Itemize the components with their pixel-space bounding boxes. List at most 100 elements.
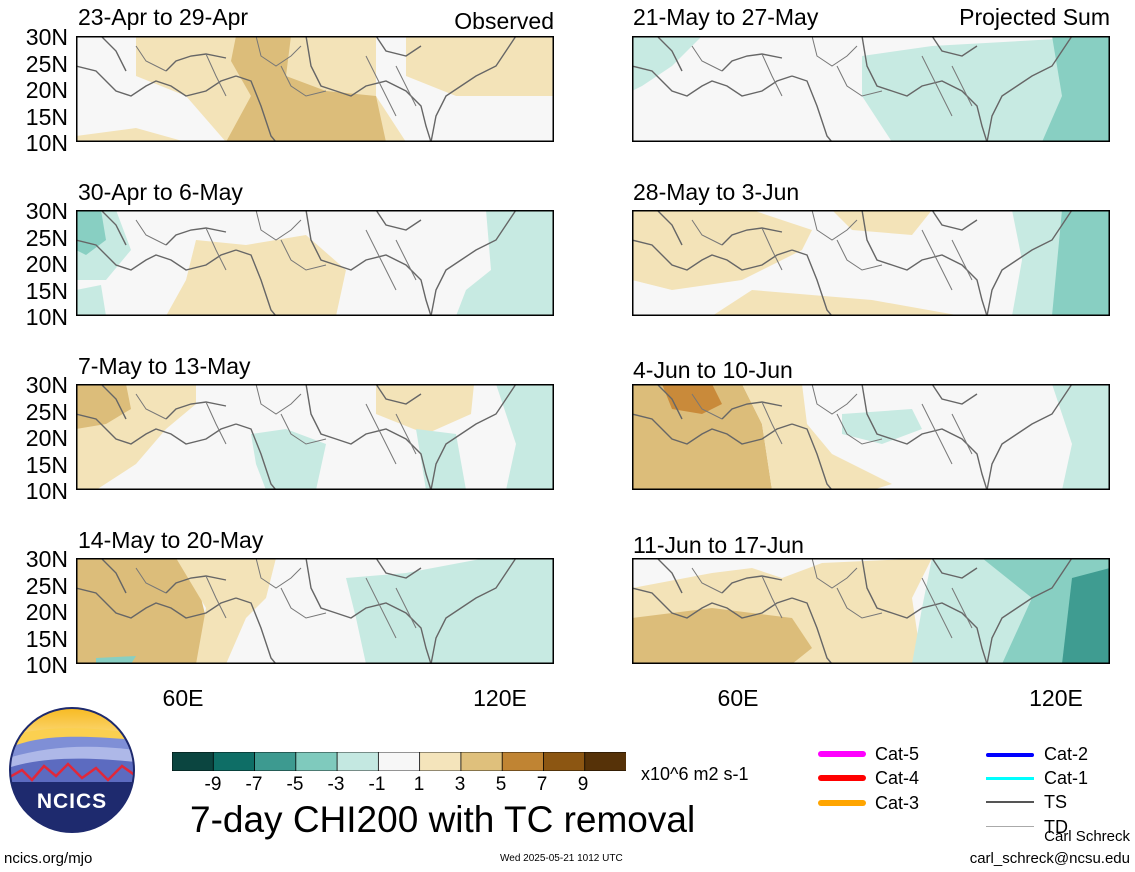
country-border <box>836 413 883 445</box>
map-svg <box>632 558 1110 664</box>
colorbar-label: -7 <box>245 774 263 795</box>
legend-label-cat2: Cat-2 <box>1044 744 1089 764</box>
panel-title-1: 23-Apr to 29-Apr <box>78 4 249 30</box>
anomaly-region <box>76 210 106 255</box>
coastline <box>305 210 432 316</box>
y-tick-label: 25N <box>25 51 68 77</box>
country-border <box>951 65 973 107</box>
coastline <box>165 53 227 72</box>
y-tick-label: 25N <box>25 399 68 425</box>
x-tick-label-120e-left: 120E <box>473 685 527 711</box>
anomaly-region <box>496 384 554 490</box>
country-border <box>691 45 723 72</box>
anomaly-region <box>226 36 386 142</box>
country-border <box>811 384 858 415</box>
anomaly-region <box>632 384 772 490</box>
country-border <box>205 575 227 619</box>
coastline <box>656 558 683 594</box>
colorbar-label: 3 <box>454 774 466 795</box>
y-tick-label: 20N <box>25 599 68 625</box>
coastline <box>305 384 432 490</box>
country-border <box>761 53 783 97</box>
colorbar-swatch <box>460 751 504 772</box>
coastline <box>986 210 1073 316</box>
y-tick-label: 20N <box>25 425 68 451</box>
colorbar-label: 7 <box>536 774 548 795</box>
coastline <box>430 384 517 490</box>
map-frame <box>76 558 554 664</box>
y-tick-label: 30N <box>25 198 68 224</box>
country-border <box>365 577 397 639</box>
anomaly-region <box>742 384 892 490</box>
coastline <box>931 384 978 405</box>
map-svg <box>632 36 1110 142</box>
map-svg <box>632 384 1110 490</box>
panel-title-2: 30-Apr to 6-May <box>78 179 243 205</box>
country-border <box>921 229 953 291</box>
coastline <box>76 239 237 271</box>
panel-title-3: 7-May to 13-May <box>78 353 251 379</box>
anomaly-region <box>1052 384 1110 490</box>
map-frame <box>632 36 1110 142</box>
country-border <box>761 401 783 445</box>
footer-author: Carl Schreck <box>1044 828 1130 845</box>
country-border <box>255 558 302 589</box>
coastline <box>656 384 683 420</box>
country-border <box>836 65 883 97</box>
coastline <box>721 401 783 420</box>
anomaly-region <box>662 384 722 414</box>
legend-label-cat1: Cat-1 <box>1044 768 1089 788</box>
coastline <box>931 210 978 231</box>
country-border <box>691 219 723 246</box>
country-border <box>811 210 858 241</box>
y-tick-label: 25N <box>25 225 68 251</box>
coastline <box>986 384 1073 490</box>
country-border <box>921 55 953 117</box>
country-border <box>255 36 302 67</box>
legend-label-cat4: Cat-4 <box>875 768 920 788</box>
coastline <box>100 210 127 246</box>
country-border <box>205 53 227 97</box>
country-border <box>921 577 953 639</box>
coastline <box>76 587 237 619</box>
coastline <box>430 558 517 664</box>
y-tick-label: 20N <box>25 77 68 103</box>
coastline <box>632 65 793 97</box>
coastline <box>986 558 1073 664</box>
y-tick-label: 25N <box>25 573 68 599</box>
country-border <box>255 210 302 241</box>
country-border <box>921 403 953 465</box>
anomaly-region <box>862 36 1110 142</box>
map-panel-6 <box>632 210 1110 316</box>
coastline <box>721 575 783 594</box>
footer-url: ncics.org/mjo <box>4 850 93 867</box>
ncics-logo: NCICS <box>8 706 136 834</box>
coastline <box>721 227 783 246</box>
coastline <box>430 36 517 142</box>
country-border <box>395 413 417 455</box>
coastline <box>632 239 793 271</box>
colorbar-label: 1 <box>413 774 425 795</box>
colorbar-swatch <box>419 751 462 772</box>
panel-title-6: 28-May to 3-Jun <box>633 179 800 205</box>
colorbar-swatch <box>377 751 421 772</box>
country-border <box>395 239 417 281</box>
country-border <box>836 239 883 271</box>
colorbar-swatch <box>501 751 545 772</box>
coastline <box>305 36 432 142</box>
coastline <box>656 36 683 72</box>
country-border <box>951 587 973 629</box>
coastline <box>721 53 783 72</box>
country-border <box>395 65 417 107</box>
panel-title-4: 14-May to 20-May <box>78 527 264 553</box>
anomaly-region <box>632 210 812 290</box>
x-tick-label-120e-right: 120E <box>1029 685 1083 711</box>
map-panel-2 <box>76 210 554 316</box>
y-tick-label: 10N <box>25 652 68 678</box>
y-tick-label: 30N <box>25 546 68 572</box>
y-tick-label: 15N <box>25 278 68 304</box>
anomaly-region <box>346 558 554 664</box>
anomaly-region <box>456 210 554 316</box>
map-frame <box>632 210 1110 316</box>
anomaly-region <box>251 429 326 490</box>
